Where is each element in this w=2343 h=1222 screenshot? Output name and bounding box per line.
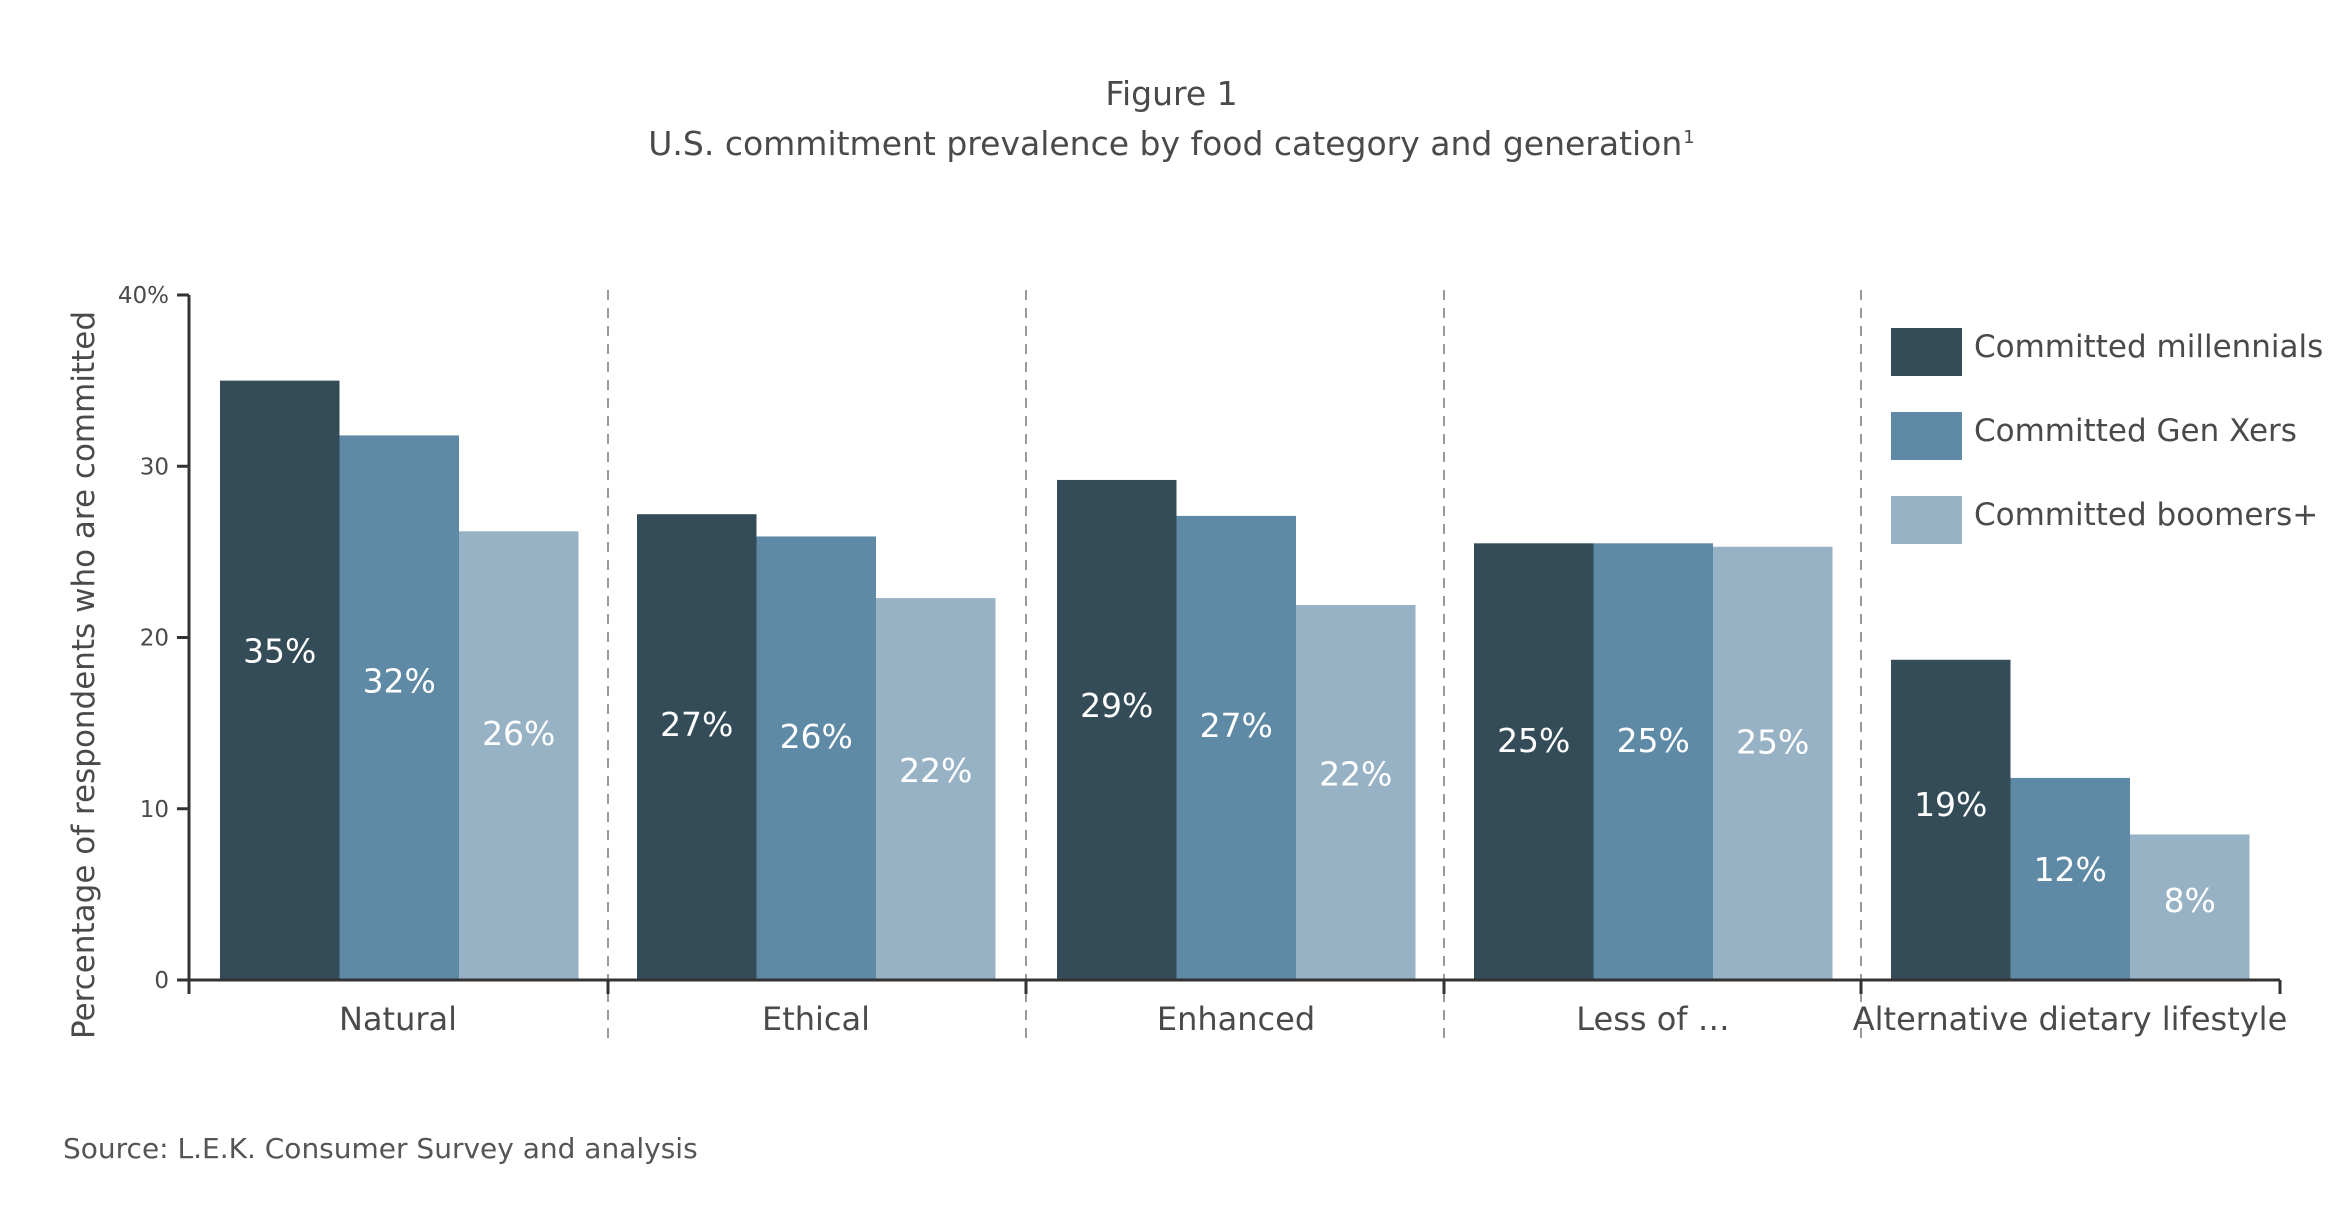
bar (1713, 546, 1833, 980)
bar (1057, 479, 1177, 980)
data-label: 25% (1617, 721, 1690, 760)
y-tick-label: 20 (140, 626, 169, 652)
chart-subtitle: U.S. commitment prevalence by food categ… (0, 124, 2343, 163)
data-label: 35% (243, 631, 316, 670)
bar (459, 531, 579, 980)
data-label: 22% (1319, 755, 1392, 794)
data-label: 26% (482, 714, 555, 753)
x-tick-label: Ethical (762, 1000, 870, 1038)
data-label: 26% (780, 717, 853, 756)
chart-subtitle-text: U.S. commitment prevalence by food categ… (648, 124, 1683, 163)
data-label: 12% (2034, 850, 2107, 889)
x-tick-label: Less of … (1576, 1000, 1729, 1038)
legend-label: Committed millennials (1974, 329, 2323, 365)
y-axis-label: Percentage of respondents who are commit… (66, 311, 102, 1039)
legend-swatch (1891, 328, 1962, 376)
legend-swatch (1891, 412, 1962, 460)
data-label: 29% (1080, 686, 1153, 725)
x-tick-label: Natural (339, 1000, 457, 1038)
bar (1176, 515, 1296, 980)
data-label: 27% (660, 705, 733, 744)
y-tick-label: 30 (140, 454, 169, 480)
bar (1891, 659, 2011, 980)
source-note: Source: L.E.K. Consumer Survey and analy… (63, 1132, 698, 1165)
bar (756, 536, 876, 980)
legend-swatch (1891, 496, 1962, 544)
bar (637, 514, 757, 980)
bar (876, 598, 996, 980)
y-tick-label: 10 (140, 797, 169, 823)
bar (1593, 543, 1713, 980)
x-tick-label: Enhanced (1157, 1000, 1315, 1038)
legend-label: Committed Gen Xers (1974, 413, 2297, 449)
bar (339, 435, 459, 980)
bar (2130, 834, 2250, 980)
footnote-marker: 1 (1683, 127, 1695, 148)
bar (1296, 604, 1416, 980)
x-tick-label: Alternative dietary lifestyle (1853, 1000, 2288, 1038)
figure-label: Figure 1 (1105, 74, 1238, 113)
data-label: 19% (1914, 785, 1987, 824)
data-label: 32% (363, 661, 436, 700)
data-label: 8% (2164, 881, 2216, 920)
y-tick-label: 40% (118, 283, 169, 309)
data-label: 22% (899, 751, 972, 790)
data-label: 25% (1497, 721, 1570, 760)
y-tick-label: 0 (154, 968, 169, 994)
bar (220, 380, 340, 980)
data-label: 25% (1736, 723, 1809, 762)
legend-label: Committed boomers+ (1974, 497, 2318, 533)
bar (2010, 777, 2130, 980)
bar (1474, 543, 1594, 980)
data-label: 27% (1200, 706, 1273, 745)
